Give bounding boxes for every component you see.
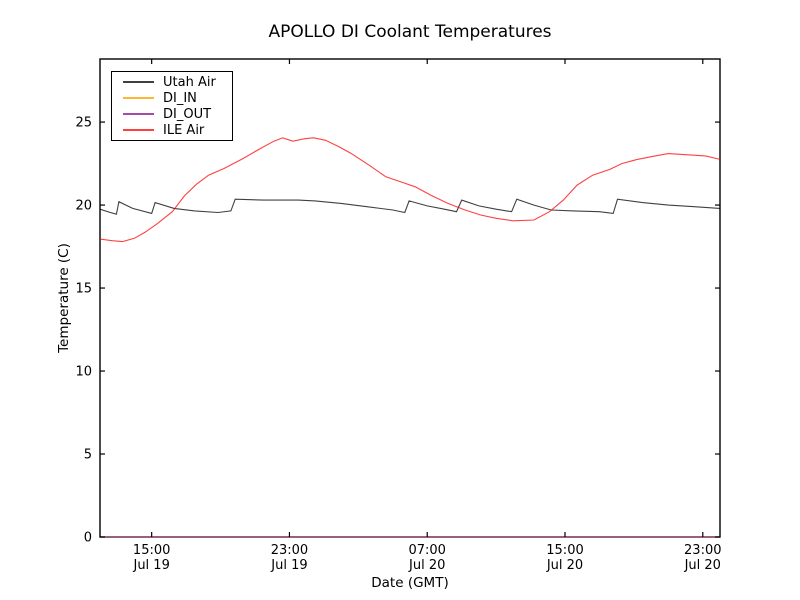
x-tick-date-label: Jul 19 — [270, 558, 307, 573]
legend-line-swatch — [123, 113, 154, 115]
x-tick-time-label: 15:00 — [133, 543, 170, 558]
x-tick-date-label: Jul 20 — [684, 558, 721, 573]
legend: Utah Air DI_IN DI_OUT ILE Air — [111, 71, 233, 141]
y-tick-label: 20 — [75, 199, 92, 214]
y-tick-label: 25 — [75, 116, 92, 131]
x-tick-date-label: Jul 20 — [408, 558, 445, 573]
legend-item-di-out: DI_OUT — [112, 107, 232, 122]
x-tick-date-label: Jul 19 — [132, 558, 169, 573]
legend-item-di-in: DI_IN — [112, 91, 232, 106]
legend-label: ILE Air — [163, 122, 205, 138]
y-tick-label: 0 — [84, 531, 92, 546]
x-axis-label: Date (GMT) — [371, 575, 449, 591]
legend-item-utah-air: Utah Air — [112, 75, 232, 90]
series-line-ile-air — [99, 137, 721, 243]
chart-title: APOLLO DI Coolant Temperatures — [268, 22, 552, 42]
series-line-utah-air — [99, 198, 721, 215]
x-tick-time-label: 15:00 — [546, 543, 583, 558]
y-tick-label: 10 — [75, 365, 92, 380]
y-tick-label: 5 — [84, 448, 92, 463]
legend-line-swatch — [123, 97, 154, 99]
legend-label: DI_IN — [163, 90, 197, 106]
x-tick-time-label: 23:00 — [271, 543, 308, 558]
x-tick-time-label: 23:00 — [684, 543, 721, 558]
legend-line-swatch — [123, 129, 154, 131]
legend-label: DI_OUT — [163, 106, 212, 122]
legend-label: Utah Air — [163, 74, 216, 90]
x-tick-time-label: 07:00 — [408, 543, 445, 558]
legend-item-ile-air: ILE Air — [112, 123, 232, 138]
y-tick-label: 15 — [75, 282, 92, 297]
x-tick-date-label: Jul 20 — [546, 558, 583, 573]
legend-line-swatch — [123, 81, 154, 83]
